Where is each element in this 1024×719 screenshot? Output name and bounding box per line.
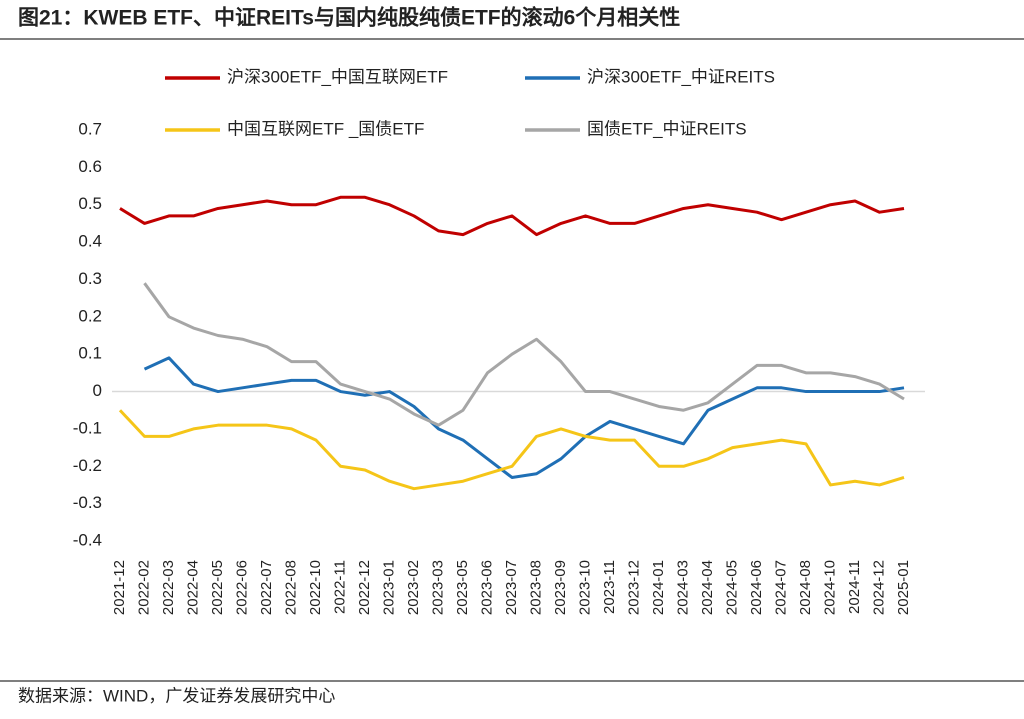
- x-tick-label: 2024-11: [846, 560, 863, 614]
- x-tick-label: 2024-06: [748, 560, 765, 615]
- legend-label: 沪深300ETF_中证REITS: [587, 67, 775, 86]
- y-tick-label: 0.2: [78, 306, 102, 325]
- x-tick-label: 2022-12: [356, 560, 373, 615]
- x-tick-label: 2023-07: [503, 560, 520, 615]
- x-tick-label: 2024-10: [821, 560, 838, 615]
- x-tick-label: 2022-08: [282, 560, 299, 615]
- x-tick-label: 2022-04: [184, 560, 201, 615]
- y-tick-label: 0.1: [78, 344, 102, 363]
- x-tick-label: 2024-07: [772, 560, 789, 615]
- x-tick-label: 2022-03: [160, 560, 177, 615]
- x-tick-label: 2023-11: [601, 560, 618, 614]
- y-tick-label: 0.6: [78, 157, 102, 176]
- x-tick-label: 2022-06: [233, 560, 250, 615]
- series-line: [118, 409, 905, 491]
- y-tick-label: 0.4: [78, 232, 102, 251]
- x-tick-label: 2022-10: [307, 560, 324, 615]
- x-tick-label: 2023-08: [527, 560, 544, 615]
- x-tick-label: 2024-03: [674, 560, 691, 615]
- y-tick-label: 0.5: [78, 194, 102, 213]
- x-tick-label: 2022-07: [258, 560, 275, 615]
- legend-label: 国债ETF_中证REITS: [587, 119, 747, 138]
- x-tick-label: 2023-03: [429, 560, 446, 615]
- source: 数据来源：WIND，广发证券发展研究中心: [18, 686, 335, 705]
- x-tick-label: 2023-05: [454, 560, 471, 615]
- x-tick-label: 2023-09: [552, 560, 569, 615]
- x-tick-label: 2024-04: [699, 560, 716, 615]
- legend-label: 中国互联网ETF _国债ETF: [227, 119, 424, 138]
- legend-label: 沪深300ETF_中国互联网ETF: [227, 67, 448, 86]
- x-tick-label: 2023-01: [380, 560, 397, 615]
- series-line: [143, 356, 905, 479]
- y-tick-label: -0.3: [73, 493, 102, 512]
- y-tick-label: 0: [93, 381, 102, 400]
- x-tick-label: 2025-01: [895, 560, 912, 615]
- x-tick-label: 2024-01: [650, 560, 667, 615]
- x-tick-label: 2024-05: [723, 560, 740, 615]
- x-tick-label: 2023-10: [576, 560, 593, 615]
- x-tick-label: 2022-05: [209, 560, 226, 615]
- y-tick-label: -0.4: [73, 530, 102, 549]
- series-line: [143, 282, 905, 427]
- x-tick-label: 2022-02: [135, 560, 152, 615]
- x-tick-label: 2023-02: [405, 560, 422, 615]
- y-tick-label: -0.2: [73, 456, 102, 475]
- x-tick-label: 2022-11: [331, 560, 348, 614]
- x-tick-label: 2023-06: [478, 560, 495, 615]
- x-tick-label: 2023-12: [625, 560, 642, 615]
- series-line: [119, 195, 905, 237]
- x-tick-label: 2021-12: [111, 560, 128, 615]
- x-tick-label: 2024-12: [870, 560, 887, 615]
- y-tick-label: 0.7: [78, 119, 102, 138]
- y-tick-label: 0.3: [78, 269, 102, 288]
- chart-title: 图21：KWEB ETF、中证REITs与国内纯股纯债ETF的滚动6个月相关性: [18, 6, 680, 30]
- y-tick-label: -0.1: [73, 418, 102, 437]
- x-tick-label: 2024-08: [797, 560, 814, 615]
